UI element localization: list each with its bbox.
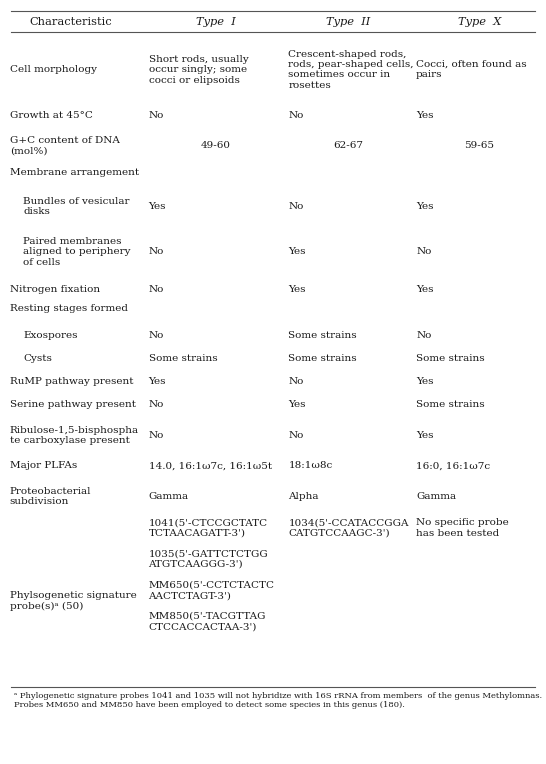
Text: No: No — [288, 111, 304, 119]
Text: Yes: Yes — [416, 111, 434, 119]
Text: Yes: Yes — [288, 400, 306, 410]
Text: No: No — [149, 332, 164, 340]
Text: No: No — [149, 248, 164, 256]
Text: Some strains: Some strains — [416, 400, 485, 410]
Text: ᵃ Phylogenetic signature probes 1041 and 1035 will not hybridize with 16S rRNA f: ᵃ Phylogenetic signature probes 1041 and… — [14, 692, 542, 710]
Text: Cysts: Cysts — [23, 354, 52, 363]
Text: Cocci, often found as
pairs: Cocci, often found as pairs — [416, 60, 527, 79]
Text: Major PLFAs: Major PLFAs — [10, 461, 77, 471]
Text: No: No — [149, 431, 164, 440]
Text: 18:1ω8c: 18:1ω8c — [288, 461, 333, 471]
Text: No: No — [416, 332, 431, 340]
Text: Bundles of vesicular
disks: Bundles of vesicular disks — [23, 197, 130, 216]
Text: No: No — [149, 400, 164, 410]
Text: Yes: Yes — [416, 377, 434, 387]
Text: 1034(5'-CCATACCGGA
CATGTCCAAGC-3'): 1034(5'-CCATACCGGA CATGTCCAAGC-3') — [288, 518, 409, 538]
Text: Paired membranes
aligned to periphery
of cells: Paired membranes aligned to periphery of… — [23, 237, 131, 267]
Text: Type  X: Type X — [458, 17, 501, 27]
Text: 16:0, 16:1ω7c: 16:0, 16:1ω7c — [416, 461, 490, 471]
Text: Exospores: Exospores — [23, 332, 78, 340]
Text: Yes: Yes — [149, 202, 166, 211]
Text: Type  II: Type II — [326, 17, 371, 27]
Text: Gamma: Gamma — [149, 492, 188, 500]
Text: Ribulose-1,5-bisphospha
te carboxylase present: Ribulose-1,5-bisphospha te carboxylase p… — [10, 426, 139, 445]
Text: Short rods, usually
occur singly; some
cocci or elipsoids: Short rods, usually occur singly; some c… — [149, 55, 248, 85]
Text: 62-67: 62-67 — [334, 141, 363, 150]
Text: Membrane arrangement: Membrane arrangement — [10, 167, 139, 176]
Text: Characteristic: Characteristic — [29, 17, 112, 27]
Text: No: No — [288, 377, 304, 387]
Text: Resting stages formed: Resting stages formed — [10, 304, 128, 313]
Text: Some strains: Some strains — [149, 354, 217, 363]
Text: No specific probe
has been tested: No specific probe has been tested — [416, 518, 509, 538]
Text: Type  I: Type I — [196, 17, 235, 27]
Text: Some strains: Some strains — [416, 354, 485, 363]
Text: Some strains: Some strains — [288, 354, 357, 363]
Text: RuMP pathway present: RuMP pathway present — [10, 377, 133, 387]
Text: 59-65: 59-65 — [465, 141, 494, 150]
Text: Nitrogen fixation: Nitrogen fixation — [10, 285, 100, 294]
Text: Phylsogenetic signature
probe(s)ᵃ (50): Phylsogenetic signature probe(s)ᵃ (50) — [10, 591, 136, 610]
Text: 49-60: 49-60 — [201, 141, 230, 150]
Text: No: No — [288, 431, 304, 440]
Text: No: No — [288, 202, 304, 211]
Text: Yes: Yes — [288, 285, 306, 294]
Text: Yes: Yes — [416, 431, 434, 440]
Text: Yes: Yes — [416, 202, 434, 211]
Text: No: No — [149, 285, 164, 294]
Text: Proteobacterial
subdivision: Proteobacterial subdivision — [10, 487, 91, 506]
Text: Alpha: Alpha — [288, 492, 319, 500]
Text: Yes: Yes — [149, 377, 166, 387]
Text: Yes: Yes — [288, 248, 306, 256]
Text: Crescent-shaped rods,
rods, pear-shaped cells,
sometimes occur in
rosettes: Crescent-shaped rods, rods, pear-shaped … — [288, 50, 414, 90]
Text: Growth at 45°C: Growth at 45°C — [10, 111, 93, 119]
Text: Cell morphology: Cell morphology — [10, 65, 97, 74]
Text: Serine pathway present: Serine pathway present — [10, 400, 136, 410]
Text: 1041(5'-CTCCGCTATC
TCTAACAGATT-3')

1035(5'-GATTCTCTGG
ATGTCAAGGG-3')

MM650(5'-: 1041(5'-CTCCGCTATC TCTAACAGATT-3') 1035(… — [149, 518, 275, 631]
Text: No: No — [416, 248, 431, 256]
Text: No: No — [149, 111, 164, 119]
Text: Some strains: Some strains — [288, 332, 357, 340]
Text: G+C content of DNA
(mol%): G+C content of DNA (mol%) — [10, 136, 120, 155]
Text: Yes: Yes — [416, 285, 434, 294]
Text: 14.0, 16:1ω7c, 16:1ω5t: 14.0, 16:1ω7c, 16:1ω5t — [149, 461, 272, 471]
Text: Gamma: Gamma — [416, 492, 456, 500]
